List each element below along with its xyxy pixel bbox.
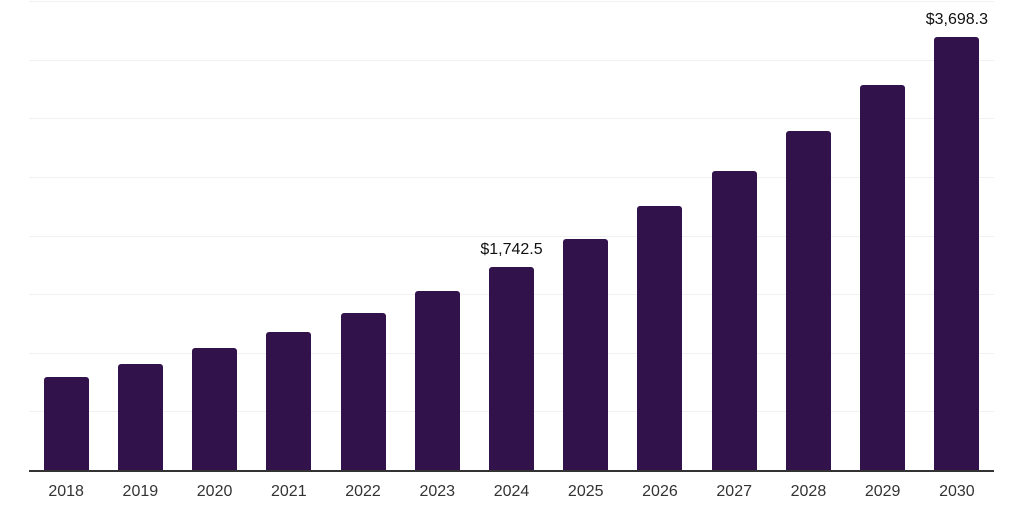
bar-value-label-2024: $1,742.5 (480, 240, 543, 258)
x-tick-label-2023: 2023 (419, 483, 456, 500)
bar-2024 (489, 266, 534, 471)
x-axis-tick-labels: 2018 2019 2020 2021 2022 2023 2024 2025 2026 2027… (29, 483, 994, 505)
x-tick-label-2021: 2021 (271, 483, 307, 500)
bar-2018 (43, 376, 89, 471)
bar-value-label-2030: $3,698.3 (925, 11, 989, 29)
gridline (29, 176, 994, 178)
x-tick-label-2022: 2022 (345, 483, 381, 500)
plot-area: $1,742.5 $3,698.3 (29, 1, 994, 472)
bar-2021 (266, 332, 312, 471)
x-tick-label-2018: 2018 (48, 483, 84, 500)
gridline (29, 118, 994, 120)
gridline (29, 235, 994, 237)
gridline (29, 59, 994, 61)
bar-2027 (711, 171, 757, 471)
x-tick-label-2029: 2029 (864, 483, 901, 500)
x-tick-label-2030: 2030 (939, 483, 975, 500)
gridline (29, 1, 994, 2)
x-axis-line (29, 470, 994, 472)
bar-2029 (860, 85, 906, 471)
bar-2030 (934, 37, 980, 471)
x-tick-label-2024: 2024 (493, 483, 530, 500)
bar-2026 (637, 205, 683, 471)
x-tick-label-2026: 2026 (642, 483, 678, 500)
x-tick-label-2027: 2027 (716, 483, 752, 500)
bar-2020 (192, 347, 238, 471)
x-tick-label-2025: 2025 (567, 483, 604, 500)
x-tick-label-2028: 2028 (790, 483, 827, 500)
bar-2022 (340, 313, 386, 471)
bar-2025 (563, 238, 609, 471)
x-tick-label-2020: 2020 (196, 483, 233, 500)
bar-2028 (785, 130, 831, 471)
bar-2023 (414, 290, 460, 471)
x-tick-label-2019: 2019 (122, 483, 159, 500)
bar-2019 (117, 364, 163, 471)
